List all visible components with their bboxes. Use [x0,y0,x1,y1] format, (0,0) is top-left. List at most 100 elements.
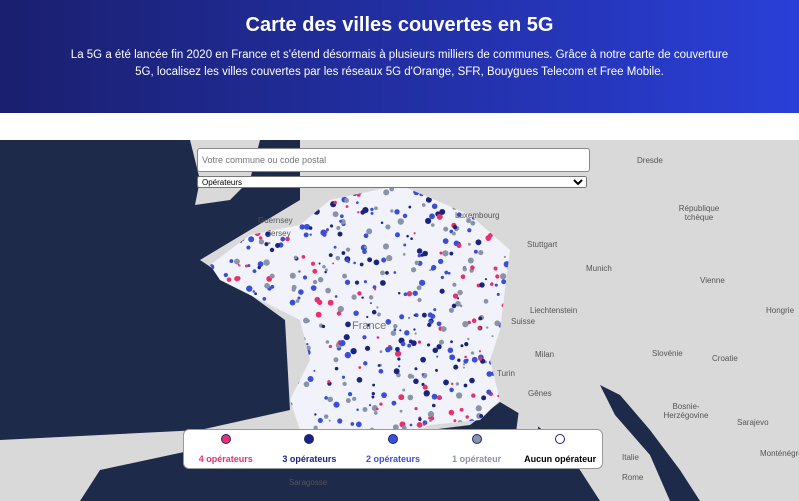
coverage-dot [470,351,475,355]
coverage-dot [467,257,474,264]
coverage-dot [443,379,449,386]
coverage-dot [362,335,367,340]
coverage-dot [335,255,341,261]
coverage-dot [377,312,381,317]
coverage-dot [351,294,357,300]
coverage-dot [398,394,405,401]
operator-select[interactable]: Opérateurs [197,176,587,188]
coverage-dot [369,302,372,305]
coverage-dot [406,234,409,238]
coverage-dot [393,368,400,375]
coverage-dot [503,255,506,259]
map-label: Stuttgart [527,240,558,249]
coverage-dot [223,272,229,278]
coverage-dot [459,407,464,412]
coverage-dot [303,317,309,324]
coverage-dot [394,232,400,238]
coverage-dot [408,339,413,344]
coverage-dot [310,261,316,266]
coverage-dot [258,236,263,240]
coverage-dot [449,251,454,256]
coverage-dot [325,228,329,232]
legend: 4 opérateurs 3 opérateurs 2 opérateurs 1 op… [183,429,603,469]
coverage-dot [388,346,393,351]
coverage-dot [320,229,327,236]
coverage-dot [333,357,339,363]
coverage-dot [310,285,317,291]
coverage-dot [438,339,444,345]
coverage-dot [431,203,438,210]
coverage-dot [324,270,327,274]
coverage-dot [450,340,453,344]
coverage-dot [345,205,349,208]
coverage-dot [380,280,386,286]
coverage-dot [309,233,312,236]
coverage-dot [449,354,456,361]
search-input[interactable] [197,148,590,172]
coverage-dot [484,278,488,281]
coverage-dot [226,277,232,282]
legend-label: 1 opérateur [452,454,502,464]
coverage-dot [328,344,333,349]
coverage-dot [412,290,418,296]
coverage-dot [285,236,290,242]
coverage-dot [375,407,379,411]
coverage-dot [397,292,401,295]
coverage-dot [350,347,357,355]
coverage-dot [324,396,328,400]
coverage-dot [475,239,482,246]
coverage-dot [436,321,442,327]
coverage-dot [245,264,248,268]
coverage-dot [341,251,346,255]
coverage-dot [413,328,416,331]
coverage-dot [457,289,463,296]
legend-item: 3 opérateurs [268,430,352,468]
coverage-dot [452,293,459,299]
map-label: Italie [622,453,639,462]
coverage-dot [440,275,445,280]
coverage-dot [247,264,251,268]
coverage-dot [368,403,372,407]
coverage-dot [289,272,296,279]
coverage-dot [321,324,326,329]
coverage-dot [451,303,457,309]
coverage-dot [374,288,377,291]
coverage-dot [357,291,362,296]
coverage-dot [395,350,402,357]
coverage-dot [366,228,373,235]
coverage-dot [414,367,418,371]
coverage-dot [252,269,257,274]
coverage-dot [372,285,377,290]
coverage-dot [488,232,493,238]
coverage-dot [353,310,359,316]
coverage-dot [353,261,356,265]
coverage-dot [329,224,334,228]
map-label: Guernsey [258,216,293,225]
coverage-dot [478,316,483,321]
coverage-dot [439,288,445,294]
coverage-dot [382,243,390,250]
coverage-dot [342,273,348,279]
coverage-dot [362,206,369,214]
coverage-dot [252,290,256,293]
coverage-dot [324,268,328,272]
coverage-dot [448,409,455,416]
coverage-dot [397,218,404,225]
coverage-dot [366,323,370,327]
coverage-dot [336,226,341,231]
coverage-dot [427,312,433,318]
coverage-dot [325,340,330,344]
coverage-dot [371,391,375,396]
coverage-dot [333,401,340,408]
legend-label: 3 opérateurs [282,454,337,464]
coverage-dot [392,424,399,431]
legend-dot [387,434,398,444]
coverage-dot [429,213,435,220]
coverage-dot [385,224,391,230]
coverage-dot [359,262,364,267]
coverage-dot [356,377,363,383]
coverage-dot [436,355,439,358]
coverage-dot [402,213,408,219]
coverage-dot [303,232,309,238]
